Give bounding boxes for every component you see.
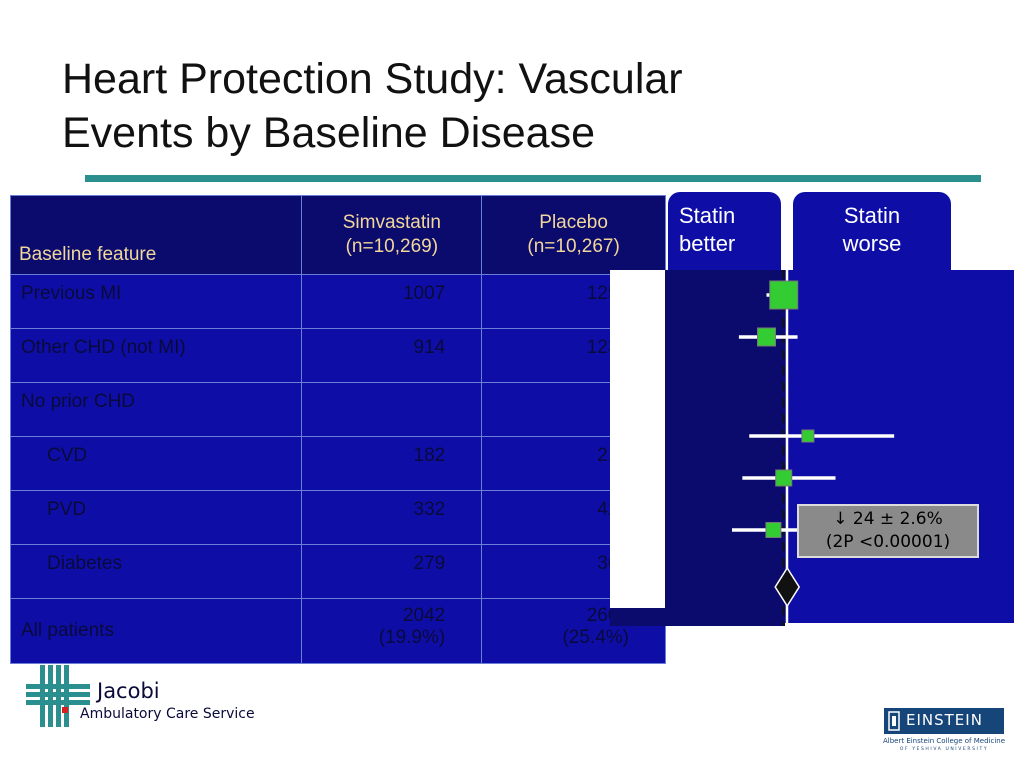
einstein-logo: EINSTEIN Albert Einstein College of Medi… [878, 706, 1010, 756]
simvastatin-value: 914 [301, 328, 483, 383]
table-row: CVD 182 215 [9, 436, 666, 491]
einstein-emblem-icon [888, 711, 900, 731]
summary-diamond [774, 566, 801, 608]
header-placebo: Placebo (n=10,267) [481, 195, 666, 275]
row-label: All patients [9, 598, 303, 664]
einstein-name: EINSTEIN [906, 711, 983, 729]
row-label: CVD [9, 436, 303, 491]
row-label: Diabetes [9, 544, 303, 599]
result-reduction: ↓ 24 ± 2.6% [833, 509, 943, 529]
result-pvalue: (2P <0.00001) [825, 532, 951, 552]
statin-worse-line-2: worse [842, 231, 902, 256]
forest-plot [610, 270, 1014, 626]
table-header-row: Baseline feature Simvastatin (n=10,269) … [9, 195, 666, 275]
table-row: Diabetes 279 369 [9, 544, 666, 599]
table-row: Other CHD (not MI) 914 1234 [9, 328, 666, 383]
einstein-subtitle-2: OF YESHIVA UNIVERSITY [899, 747, 989, 752]
slide-title: Heart Protection Study: Vascular Events … [62, 52, 962, 160]
header-simvastatin: Simvastatin (n=10,269) [301, 195, 483, 275]
effect-box [765, 522, 782, 538]
statin-better-line-2: better [679, 231, 736, 256]
row-label: PVD [9, 490, 303, 545]
simvastatin-value: 279 [301, 544, 483, 599]
statin-better-tab: Statin better [668, 192, 781, 278]
placebo-value: 2606 (25.4%) [481, 598, 666, 664]
simvastatin-count: 2042 [402, 605, 446, 626]
table-row: PVD 332 427 [9, 490, 666, 545]
events-table: Baseline feature Simvastatin (n=10,269) … [9, 195, 666, 664]
effect-box [757, 327, 776, 347]
header-feature: Baseline feature [9, 195, 303, 275]
jacobi-subtitle: Ambulatory Care Service [80, 706, 255, 722]
title-rule [85, 175, 981, 182]
header-simvastatin-name: Simvastatin [342, 212, 441, 233]
simvastatin-value [301, 382, 483, 437]
effect-box [769, 280, 799, 310]
effect-box [801, 429, 815, 443]
title-line-1: Heart Protection Study: Vascular [62, 55, 683, 103]
statin-worse-tab: Statin worse [793, 192, 951, 278]
jacobi-logo-icon [26, 665, 90, 727]
placebo-percent: (25.4%) [562, 627, 629, 648]
row-label: No prior CHD [9, 382, 303, 437]
statin-better-line-1: Statin [679, 203, 736, 228]
table-row: Previous MI 1007 1255 [9, 274, 666, 329]
simvastatin-value: 2042 (19.9%) [301, 598, 483, 664]
jacobi-name: Jacobi [97, 679, 160, 703]
row-label: Other CHD (not MI) [9, 328, 303, 383]
table-row: No prior CHD [9, 382, 666, 437]
header-placebo-n: (n=10,267) [527, 236, 620, 257]
title-line-2: Events by Baseline Disease [62, 109, 596, 157]
simvastatin-value: 1007 [301, 274, 483, 329]
table-row: All patients 2042 (19.9%) 2606 (25.4%) [9, 598, 666, 664]
overall-result-box: ↓ 24 ± 2.6% (2P <0.00001) [797, 504, 979, 558]
einstein-subtitle: Albert Einstein College of Medicine [882, 737, 1006, 745]
simvastatin-value: 182 [301, 436, 483, 491]
effect-box [775, 469, 793, 487]
row-label: Previous MI [9, 274, 303, 329]
plot-base-strip [610, 608, 665, 626]
einstein-badge: EINSTEIN [884, 708, 1004, 734]
statin-worse-line-1: Statin [843, 203, 901, 228]
header-placebo-name: Placebo [539, 212, 608, 233]
simvastatin-percent: (19.9%) [378, 627, 446, 648]
placebo-count: 2606 [586, 605, 629, 626]
plot-panel-left [665, 270, 785, 626]
simvastatin-value: 332 [301, 490, 483, 545]
header-simvastatin-n: (n=10,269) [345, 236, 439, 257]
